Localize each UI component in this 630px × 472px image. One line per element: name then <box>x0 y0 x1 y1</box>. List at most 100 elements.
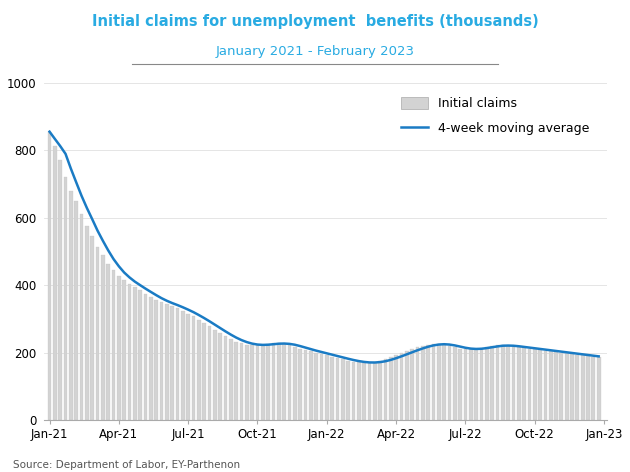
Bar <box>112 270 115 420</box>
Bar <box>64 177 67 420</box>
Bar <box>309 351 312 420</box>
Bar <box>85 226 89 420</box>
Bar <box>133 287 137 420</box>
Bar <box>245 345 249 420</box>
Bar <box>59 160 62 420</box>
Bar <box>442 345 446 420</box>
Bar <box>581 355 585 420</box>
Bar <box>298 349 302 420</box>
Bar <box>517 347 520 420</box>
Bar <box>592 357 595 420</box>
Bar <box>202 323 206 420</box>
Bar <box>330 357 334 420</box>
Bar <box>544 351 547 420</box>
Bar <box>378 361 382 420</box>
Bar <box>287 345 291 420</box>
Bar <box>549 351 553 420</box>
Bar <box>565 354 568 420</box>
Bar <box>399 354 403 420</box>
Text: January 2021 - February 2023: January 2021 - February 2023 <box>215 45 415 58</box>
Text: Source: Department of Labor, EY-Parthenon: Source: Department of Labor, EY-Partheno… <box>13 460 240 470</box>
Bar <box>559 353 563 420</box>
Bar <box>139 290 142 420</box>
Bar <box>447 346 451 420</box>
Bar <box>186 313 190 420</box>
Bar <box>314 353 318 420</box>
Bar <box>367 363 371 420</box>
Bar <box>522 348 526 420</box>
Bar <box>479 348 483 420</box>
Bar <box>458 349 462 420</box>
Bar <box>394 355 398 420</box>
Bar <box>96 247 100 420</box>
Legend: Initial claims, 4-week moving average: Initial claims, 4-week moving average <box>396 93 595 140</box>
Bar <box>218 333 222 420</box>
Bar <box>128 284 132 420</box>
Bar <box>224 337 227 420</box>
Bar <box>485 346 489 420</box>
Bar <box>117 276 121 420</box>
Bar <box>464 349 467 420</box>
Bar <box>234 342 238 420</box>
Bar <box>432 344 435 420</box>
Bar <box>106 264 110 420</box>
Bar <box>319 354 323 420</box>
Bar <box>266 344 270 420</box>
Bar <box>229 339 232 420</box>
Bar <box>373 362 377 420</box>
Bar <box>208 326 211 420</box>
Bar <box>384 359 387 420</box>
Bar <box>261 345 265 420</box>
Bar <box>90 236 94 420</box>
Bar <box>474 349 478 420</box>
Bar <box>501 345 505 420</box>
Bar <box>149 297 152 420</box>
Bar <box>427 345 430 420</box>
Bar <box>197 320 201 420</box>
Bar <box>362 363 366 420</box>
Bar <box>512 346 515 420</box>
Bar <box>192 316 195 420</box>
Bar <box>410 349 414 420</box>
Bar <box>277 343 280 420</box>
Bar <box>325 355 329 420</box>
Bar <box>256 345 260 420</box>
Bar <box>336 358 340 420</box>
Bar <box>181 311 185 420</box>
Bar <box>101 255 105 420</box>
Bar <box>213 330 217 420</box>
Bar <box>538 350 542 420</box>
Bar <box>293 346 297 420</box>
Bar <box>74 201 78 420</box>
Bar <box>437 344 440 420</box>
Bar <box>159 302 163 420</box>
Bar <box>170 306 174 420</box>
Bar <box>496 345 499 420</box>
Bar <box>53 146 57 420</box>
Bar <box>346 361 350 420</box>
Bar <box>250 345 254 420</box>
Bar <box>282 344 286 420</box>
Bar <box>586 356 590 420</box>
Bar <box>527 349 531 420</box>
Bar <box>533 349 537 420</box>
Bar <box>416 347 420 420</box>
Bar <box>144 294 147 420</box>
Bar <box>405 351 409 420</box>
Bar <box>357 362 360 420</box>
Bar <box>421 346 425 420</box>
Bar <box>490 346 494 420</box>
Bar <box>304 350 307 420</box>
Bar <box>79 214 83 420</box>
Bar <box>570 354 574 420</box>
Bar <box>597 357 600 420</box>
Bar <box>469 349 472 420</box>
Bar <box>176 308 180 420</box>
Bar <box>453 347 457 420</box>
Bar <box>554 352 558 420</box>
Text: Initial claims for unemployment  benefits (thousands): Initial claims for unemployment benefits… <box>91 14 539 29</box>
Bar <box>341 359 345 420</box>
Bar <box>272 343 275 420</box>
Bar <box>352 362 355 420</box>
Bar <box>575 354 579 420</box>
